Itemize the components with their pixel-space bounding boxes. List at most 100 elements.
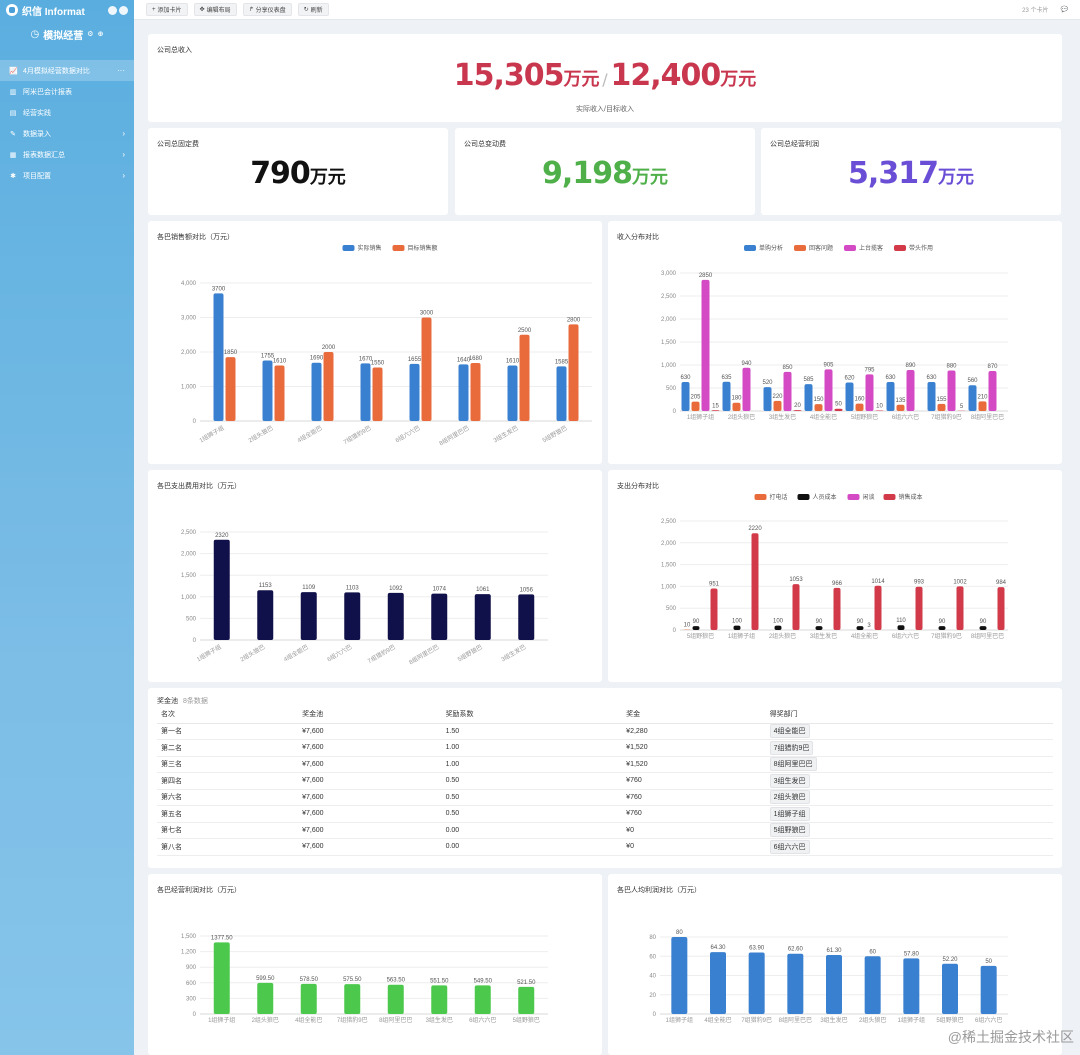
bar[interactable] <box>470 363 481 421</box>
sidebar-item-2[interactable]: ▤ 经营实践 <box>0 102 134 123</box>
legend-swatch[interactable] <box>342 245 355 251</box>
legend-label[interactable]: 打电话 <box>770 493 788 501</box>
bar[interactable] <box>748 952 765 1014</box>
bar[interactable] <box>732 402 741 411</box>
bar[interactable] <box>751 533 759 630</box>
bar[interactable] <box>344 984 361 1014</box>
bar[interactable] <box>787 953 804 1014</box>
bar[interactable] <box>874 585 882 630</box>
bar[interactable] <box>518 594 535 640</box>
table-row[interactable]: 第四名 ¥7,600 0.50 ¥760 3组生发巴 <box>157 772 1053 790</box>
table-row[interactable]: 第二名 ¥7,600 1.00 ¥1,520 7组猎豹9巴 <box>157 739 1053 757</box>
bar[interactable] <box>815 626 823 630</box>
bar[interactable] <box>804 384 813 411</box>
legend-swatch[interactable] <box>797 494 810 500</box>
bar[interactable] <box>855 403 864 411</box>
bar[interactable] <box>213 293 224 421</box>
bar[interactable] <box>947 370 956 411</box>
bar[interactable] <box>845 382 854 411</box>
bar[interactable] <box>691 401 700 411</box>
bar[interactable] <box>681 382 690 411</box>
bar[interactable] <box>300 592 317 640</box>
bar[interactable] <box>311 362 322 421</box>
bar[interactable] <box>431 985 448 1014</box>
add-icon[interactable] <box>119 5 128 15</box>
bar[interactable] <box>701 279 710 411</box>
bar[interactable] <box>774 625 782 630</box>
bar[interactable] <box>886 382 895 411</box>
legend-label[interactable]: 回客问题 <box>809 244 833 252</box>
sidebar-item-1[interactable]: ▥ 阿米巴会计报表 <box>0 81 134 102</box>
legend-label[interactable]: 人员成本 <box>813 493 837 501</box>
table-row[interactable]: 第一名 ¥7,600 1.50 ¥2,280 4组全能巴 <box>157 723 1053 740</box>
legend-label[interactable]: 带头作用 <box>909 244 933 252</box>
bar[interactable] <box>213 942 230 1014</box>
bar[interactable] <box>937 403 946 411</box>
legend-swatch[interactable] <box>847 494 860 500</box>
table-row[interactable]: 第七名 ¥7,600 0.00 ¥0 5组野狼巴 <box>157 822 1053 839</box>
bar[interactable] <box>722 381 731 411</box>
legend-swatch[interactable] <box>754 494 767 500</box>
bar[interactable] <box>792 584 800 630</box>
legend-label[interactable]: 实际销售 <box>358 244 382 252</box>
sidebar-item-4[interactable]: ▦ 报表数据汇总 › <box>0 144 134 165</box>
bar[interactable] <box>927 382 936 411</box>
bar[interactable] <box>274 365 285 421</box>
legend-swatch[interactable] <box>844 245 856 251</box>
sidebar-item-5[interactable]: ✱ 项目配置 › <box>0 165 134 186</box>
bar[interactable] <box>814 404 823 411</box>
bar[interactable] <box>387 984 404 1014</box>
legend-label[interactable]: 销售成本 <box>899 493 923 501</box>
bar[interactable] <box>671 937 688 1014</box>
bar[interactable] <box>344 592 361 640</box>
bar[interactable] <box>213 539 230 640</box>
bar[interactable] <box>783 371 792 411</box>
bar[interactable] <box>903 958 920 1014</box>
bar[interactable] <box>372 367 383 421</box>
bar[interactable] <box>710 588 718 630</box>
legend-label[interactable]: 单购分析 <box>759 244 783 252</box>
bar[interactable] <box>980 965 997 1014</box>
bar[interactable] <box>692 626 700 630</box>
bar[interactable] <box>896 404 905 411</box>
bar[interactable] <box>519 334 530 421</box>
bar[interactable] <box>556 366 567 421</box>
legend-swatch[interactable] <box>794 245 806 251</box>
legend-label[interactable]: 上台揽客 <box>859 244 883 252</box>
toolbar-button-1[interactable]: ✥ 编辑布局 <box>193 3 237 16</box>
comment-icon[interactable]: 💬 <box>1060 7 1068 13</box>
bar[interactable] <box>262 360 273 421</box>
bar[interactable] <box>968 385 977 411</box>
bar[interactable] <box>856 626 864 630</box>
bar[interactable] <box>711 410 720 411</box>
table-row[interactable]: 第八名 ¥7,600 0.00 ¥0 6组六六巴 <box>157 838 1053 856</box>
bar[interactable] <box>833 587 841 630</box>
bar[interactable] <box>431 593 448 640</box>
bar[interactable] <box>793 410 802 411</box>
sidebar-item-0[interactable]: 📈 4月模拟经营数据对比 ··· <box>0 60 134 81</box>
legend-swatch[interactable] <box>883 494 896 500</box>
toolbar-button-0[interactable]: + 添加卡片 <box>146 3 188 16</box>
bar[interactable] <box>824 369 833 411</box>
settings-icon[interactable]: ⚙ <box>87 31 94 38</box>
sidebar-item-3[interactable]: ✎ 数据录入 › <box>0 123 134 144</box>
app-title[interactable]: ◷ 模拟经营 ⚙ ⊕ <box>0 20 134 48</box>
legend-swatch[interactable] <box>392 245 405 251</box>
table-row[interactable]: 第六名 ¥7,600 0.50 ¥760 2组头狼巴 <box>157 789 1053 806</box>
legend-swatch[interactable] <box>894 245 906 251</box>
bar[interactable] <box>997 587 1005 630</box>
bar[interactable] <box>988 370 997 411</box>
bar[interactable] <box>474 594 491 640</box>
bar[interactable] <box>568 324 579 421</box>
bar[interactable] <box>518 986 535 1014</box>
bar[interactable] <box>387 592 404 640</box>
bar[interactable] <box>906 370 915 411</box>
bar[interactable] <box>864 956 881 1014</box>
bar[interactable] <box>763 387 772 411</box>
bar[interactable] <box>897 625 905 630</box>
bar[interactable] <box>979 626 987 630</box>
bar[interactable] <box>421 317 432 422</box>
bar[interactable] <box>409 363 420 421</box>
legend-label[interactable]: 闲谈 <box>863 493 875 501</box>
bar[interactable] <box>978 401 987 411</box>
